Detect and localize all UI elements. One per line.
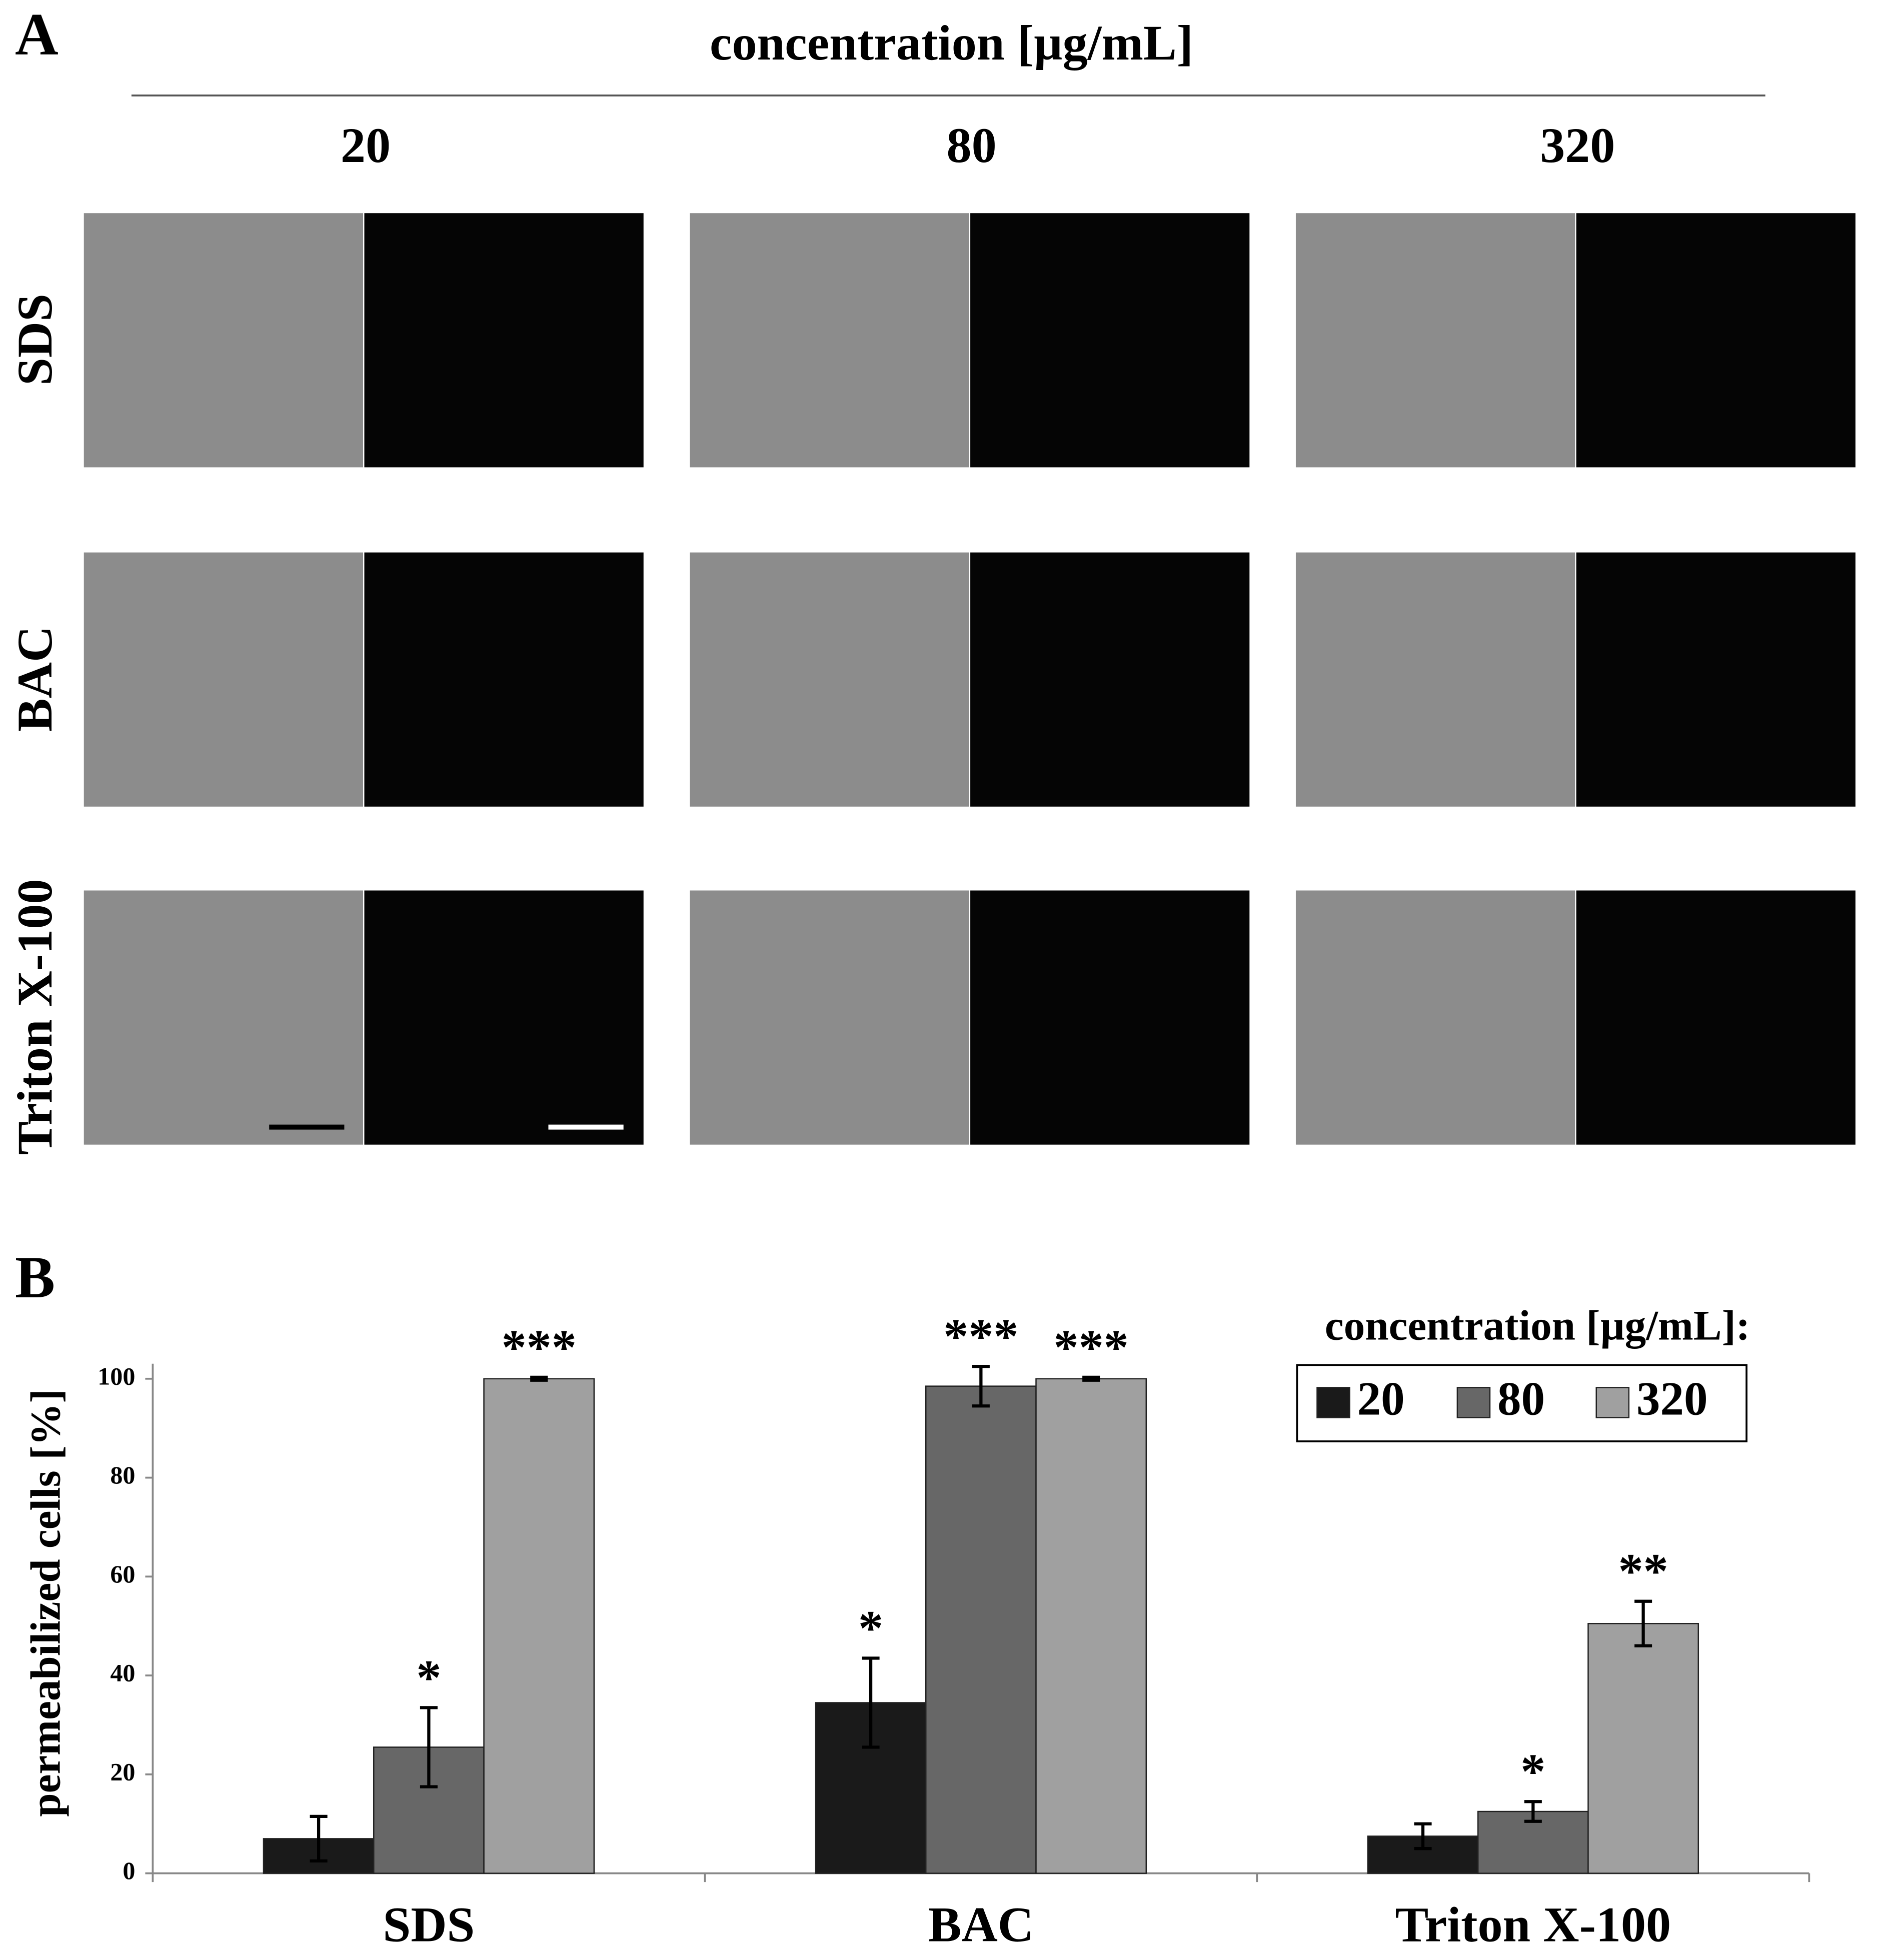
y-tick-label: 40 xyxy=(110,1659,135,1687)
y-axis-label: permeabilized cells [%] xyxy=(23,1389,70,1817)
fluorescence-image xyxy=(970,552,1250,807)
significance: *** xyxy=(502,1319,577,1375)
fluorescence-image xyxy=(1576,552,1855,807)
dic-image xyxy=(84,890,363,1145)
error-bar xyxy=(1524,1800,1542,1823)
y-tick-label: 100 xyxy=(98,1362,135,1390)
dic-image xyxy=(84,213,363,468)
legend-box xyxy=(1296,1364,1748,1442)
dic-image xyxy=(690,213,969,468)
bar xyxy=(1035,1378,1147,1874)
legend-swatch xyxy=(1456,1387,1491,1418)
micrographs xyxy=(84,213,1855,1145)
significance: * xyxy=(416,1649,441,1705)
y-tick-label: 20 xyxy=(110,1757,135,1785)
y-tick-label: 80 xyxy=(110,1461,135,1489)
error-bar xyxy=(862,1656,880,1749)
column-header: 20 xyxy=(341,118,391,173)
significance: *** xyxy=(943,1308,1018,1364)
fluorescence-image xyxy=(364,890,644,1145)
legend-swatch xyxy=(1595,1387,1630,1418)
dic-image xyxy=(1295,213,1575,468)
significance: * xyxy=(1520,1743,1545,1799)
legend-label: 320 xyxy=(1636,1372,1708,1425)
fluorescence-image xyxy=(970,213,1250,468)
x-tick-label: Triton X-100 xyxy=(1395,1896,1671,1952)
dic-image xyxy=(690,890,969,1145)
column-header: 320 xyxy=(1540,118,1615,173)
legend-label: 80 xyxy=(1497,1372,1545,1425)
panel-label: A xyxy=(15,1,59,67)
column-header: 80 xyxy=(947,118,997,173)
dic-image xyxy=(84,552,363,807)
error-bar xyxy=(1634,1599,1652,1647)
error-bar xyxy=(972,1364,990,1408)
panel-title: concentration [µg/mL] xyxy=(710,15,1193,71)
y-tick-label: 60 xyxy=(110,1560,135,1588)
legend-title: concentration [µg/mL]: xyxy=(1325,1302,1750,1349)
fluorescence-image xyxy=(1576,213,1855,468)
row-label: SDS xyxy=(7,294,63,386)
dic-image xyxy=(1295,890,1575,1145)
error-bar xyxy=(310,1814,328,1863)
panel-label: B xyxy=(15,1244,55,1310)
bar xyxy=(1587,1623,1699,1874)
fluorescence-image xyxy=(970,890,1250,1145)
significance: * xyxy=(858,1600,883,1655)
x-tick-label: BAC xyxy=(928,1896,1034,1952)
significance: *** xyxy=(1054,1319,1129,1375)
legend-label: 20 xyxy=(1357,1372,1405,1425)
fluorescence-image xyxy=(1576,890,1855,1145)
error-bar xyxy=(1082,1375,1100,1382)
dic-image xyxy=(1295,552,1575,807)
significance: ** xyxy=(1618,1543,1668,1599)
legend-swatch xyxy=(1316,1387,1350,1418)
y-tick-label: 0 xyxy=(123,1856,135,1884)
row-label: Triton X-100 xyxy=(7,879,63,1155)
fluorescence-image xyxy=(364,213,644,468)
error-bar xyxy=(530,1375,548,1382)
bar xyxy=(483,1378,595,1874)
bar xyxy=(925,1385,1037,1874)
row-label: BAC xyxy=(7,626,63,732)
x-tick-label: SDS xyxy=(383,1896,475,1952)
error-bar xyxy=(1414,1822,1432,1850)
fluorescence-image xyxy=(364,552,644,807)
error-bar xyxy=(420,1706,438,1788)
dic-image xyxy=(690,552,969,807)
